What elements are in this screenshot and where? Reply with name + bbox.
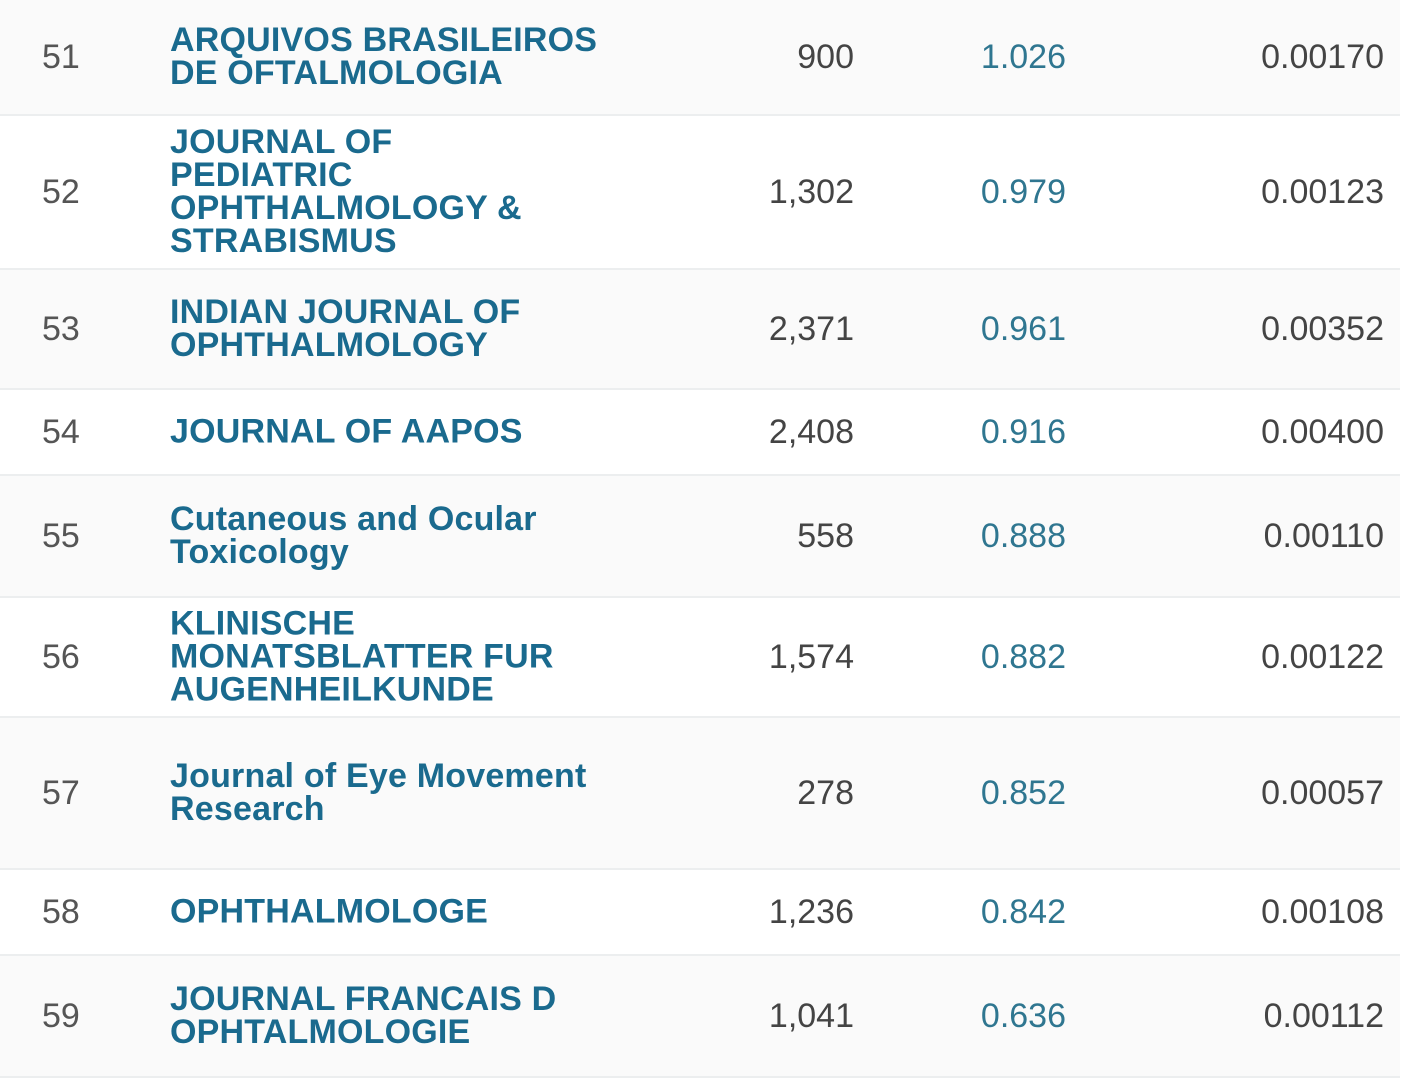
eigenfactor-cell: 0.00400: [1261, 413, 1384, 451]
journal-title-link[interactable]: JOURNAL FRANCAIS D OPHTALMOLOGIE: [170, 980, 557, 1051]
impact-factor-cell: 0.979: [980, 173, 1066, 211]
impact-factor-cell: 0.916: [980, 413, 1066, 451]
table-row: 57 Journal of Eye Movement Research 278 …: [0, 718, 1400, 870]
total-cites-cell: 1,302: [768, 173, 854, 211]
rank-cell: 53: [42, 310, 80, 348]
rank-cell: 52: [42, 173, 80, 211]
journal-title-link[interactable]: Journal of Eye Movement Research: [170, 757, 587, 828]
impact-factor-cell: 0.842: [980, 893, 1066, 931]
table-row: 58 OPHTHALMOLOGE 1,236 0.842 0.00108: [0, 870, 1400, 956]
total-cites-cell: 2,371: [768, 310, 854, 348]
table-row: 59 JOURNAL FRANCAIS D OPHTALMOLOGIE 1,04…: [0, 956, 1400, 1078]
total-cites-cell: 1,041: [768, 997, 854, 1035]
table-row: 52 JOURNAL OF PEDIATRIC OPHTHALMOLOGY & …: [0, 116, 1400, 270]
journal-title-link[interactable]: OPHTHALMOLOGE: [170, 892, 489, 931]
rank-cell: 57: [42, 774, 80, 812]
rank-cell: 58: [42, 893, 80, 931]
impact-factor-cell: 0.961: [980, 310, 1066, 348]
rank-cell: 54: [42, 413, 80, 451]
journal-title-link[interactable]: ARQUIVOS BRASILEIROS DE OFTALMOLOGIA: [170, 21, 598, 92]
rank-cell: 59: [42, 997, 80, 1035]
eigenfactor-cell: 0.00122: [1261, 638, 1384, 676]
total-cites-cell: 1,236: [768, 893, 854, 931]
eigenfactor-cell: 0.00057: [1261, 774, 1384, 812]
impact-factor-cell: 0.852: [980, 774, 1066, 812]
journal-title-link[interactable]: JOURNAL OF AAPOS: [170, 412, 523, 451]
total-cites-cell: 1,574: [768, 638, 854, 676]
total-cites-cell: 900: [797, 38, 854, 76]
table-row: 56 KLINISCHE MONATSBLATTER FUR AUGENHEIL…: [0, 598, 1400, 718]
table-row: 53 INDIAN JOURNAL OF OPHTHALMOLOGY 2,371…: [0, 270, 1400, 390]
eigenfactor-cell: 0.00123: [1261, 173, 1384, 211]
total-cites-cell: 2,408: [768, 413, 854, 451]
total-cites-cell: 278: [797, 774, 854, 812]
journal-title-link[interactable]: KLINISCHE MONATSBLATTER FUR AUGENHEILKUN…: [170, 604, 554, 709]
rank-cell: 56: [42, 638, 80, 676]
rank-cell: 51: [42, 38, 80, 76]
total-cites-cell: 558: [797, 517, 854, 555]
eigenfactor-cell: 0.00110: [1263, 517, 1384, 555]
eigenfactor-cell: 0.00108: [1261, 893, 1384, 931]
rank-cell: 55: [42, 517, 80, 555]
journal-title-link[interactable]: Cutaneous and Ocular Toxicology: [170, 500, 537, 571]
eigenfactor-cell: 0.00170: [1261, 38, 1384, 76]
impact-factor-cell: 0.636: [980, 997, 1066, 1035]
journal-title-link[interactable]: INDIAN JOURNAL OF OPHTHALMOLOGY: [170, 293, 521, 364]
journal-title-link[interactable]: JOURNAL OF PEDIATRIC OPHTHALMOLOGY & STR…: [170, 123, 522, 260]
impact-factor-cell: 1.026: [980, 38, 1066, 76]
table-row: 55 Cutaneous and Ocular Toxicology 558 0…: [0, 476, 1400, 598]
eigenfactor-cell: 0.00352: [1261, 310, 1384, 348]
table-row: 54 JOURNAL OF AAPOS 2,408 0.916 0.00400: [0, 390, 1400, 476]
impact-factor-cell: 0.882: [980, 638, 1066, 676]
table-row: 51 ARQUIVOS BRASILEIROS DE OFTALMOLOGIA …: [0, 0, 1400, 116]
eigenfactor-cell: 0.00112: [1263, 997, 1384, 1035]
impact-factor-cell: 0.888: [980, 517, 1066, 555]
